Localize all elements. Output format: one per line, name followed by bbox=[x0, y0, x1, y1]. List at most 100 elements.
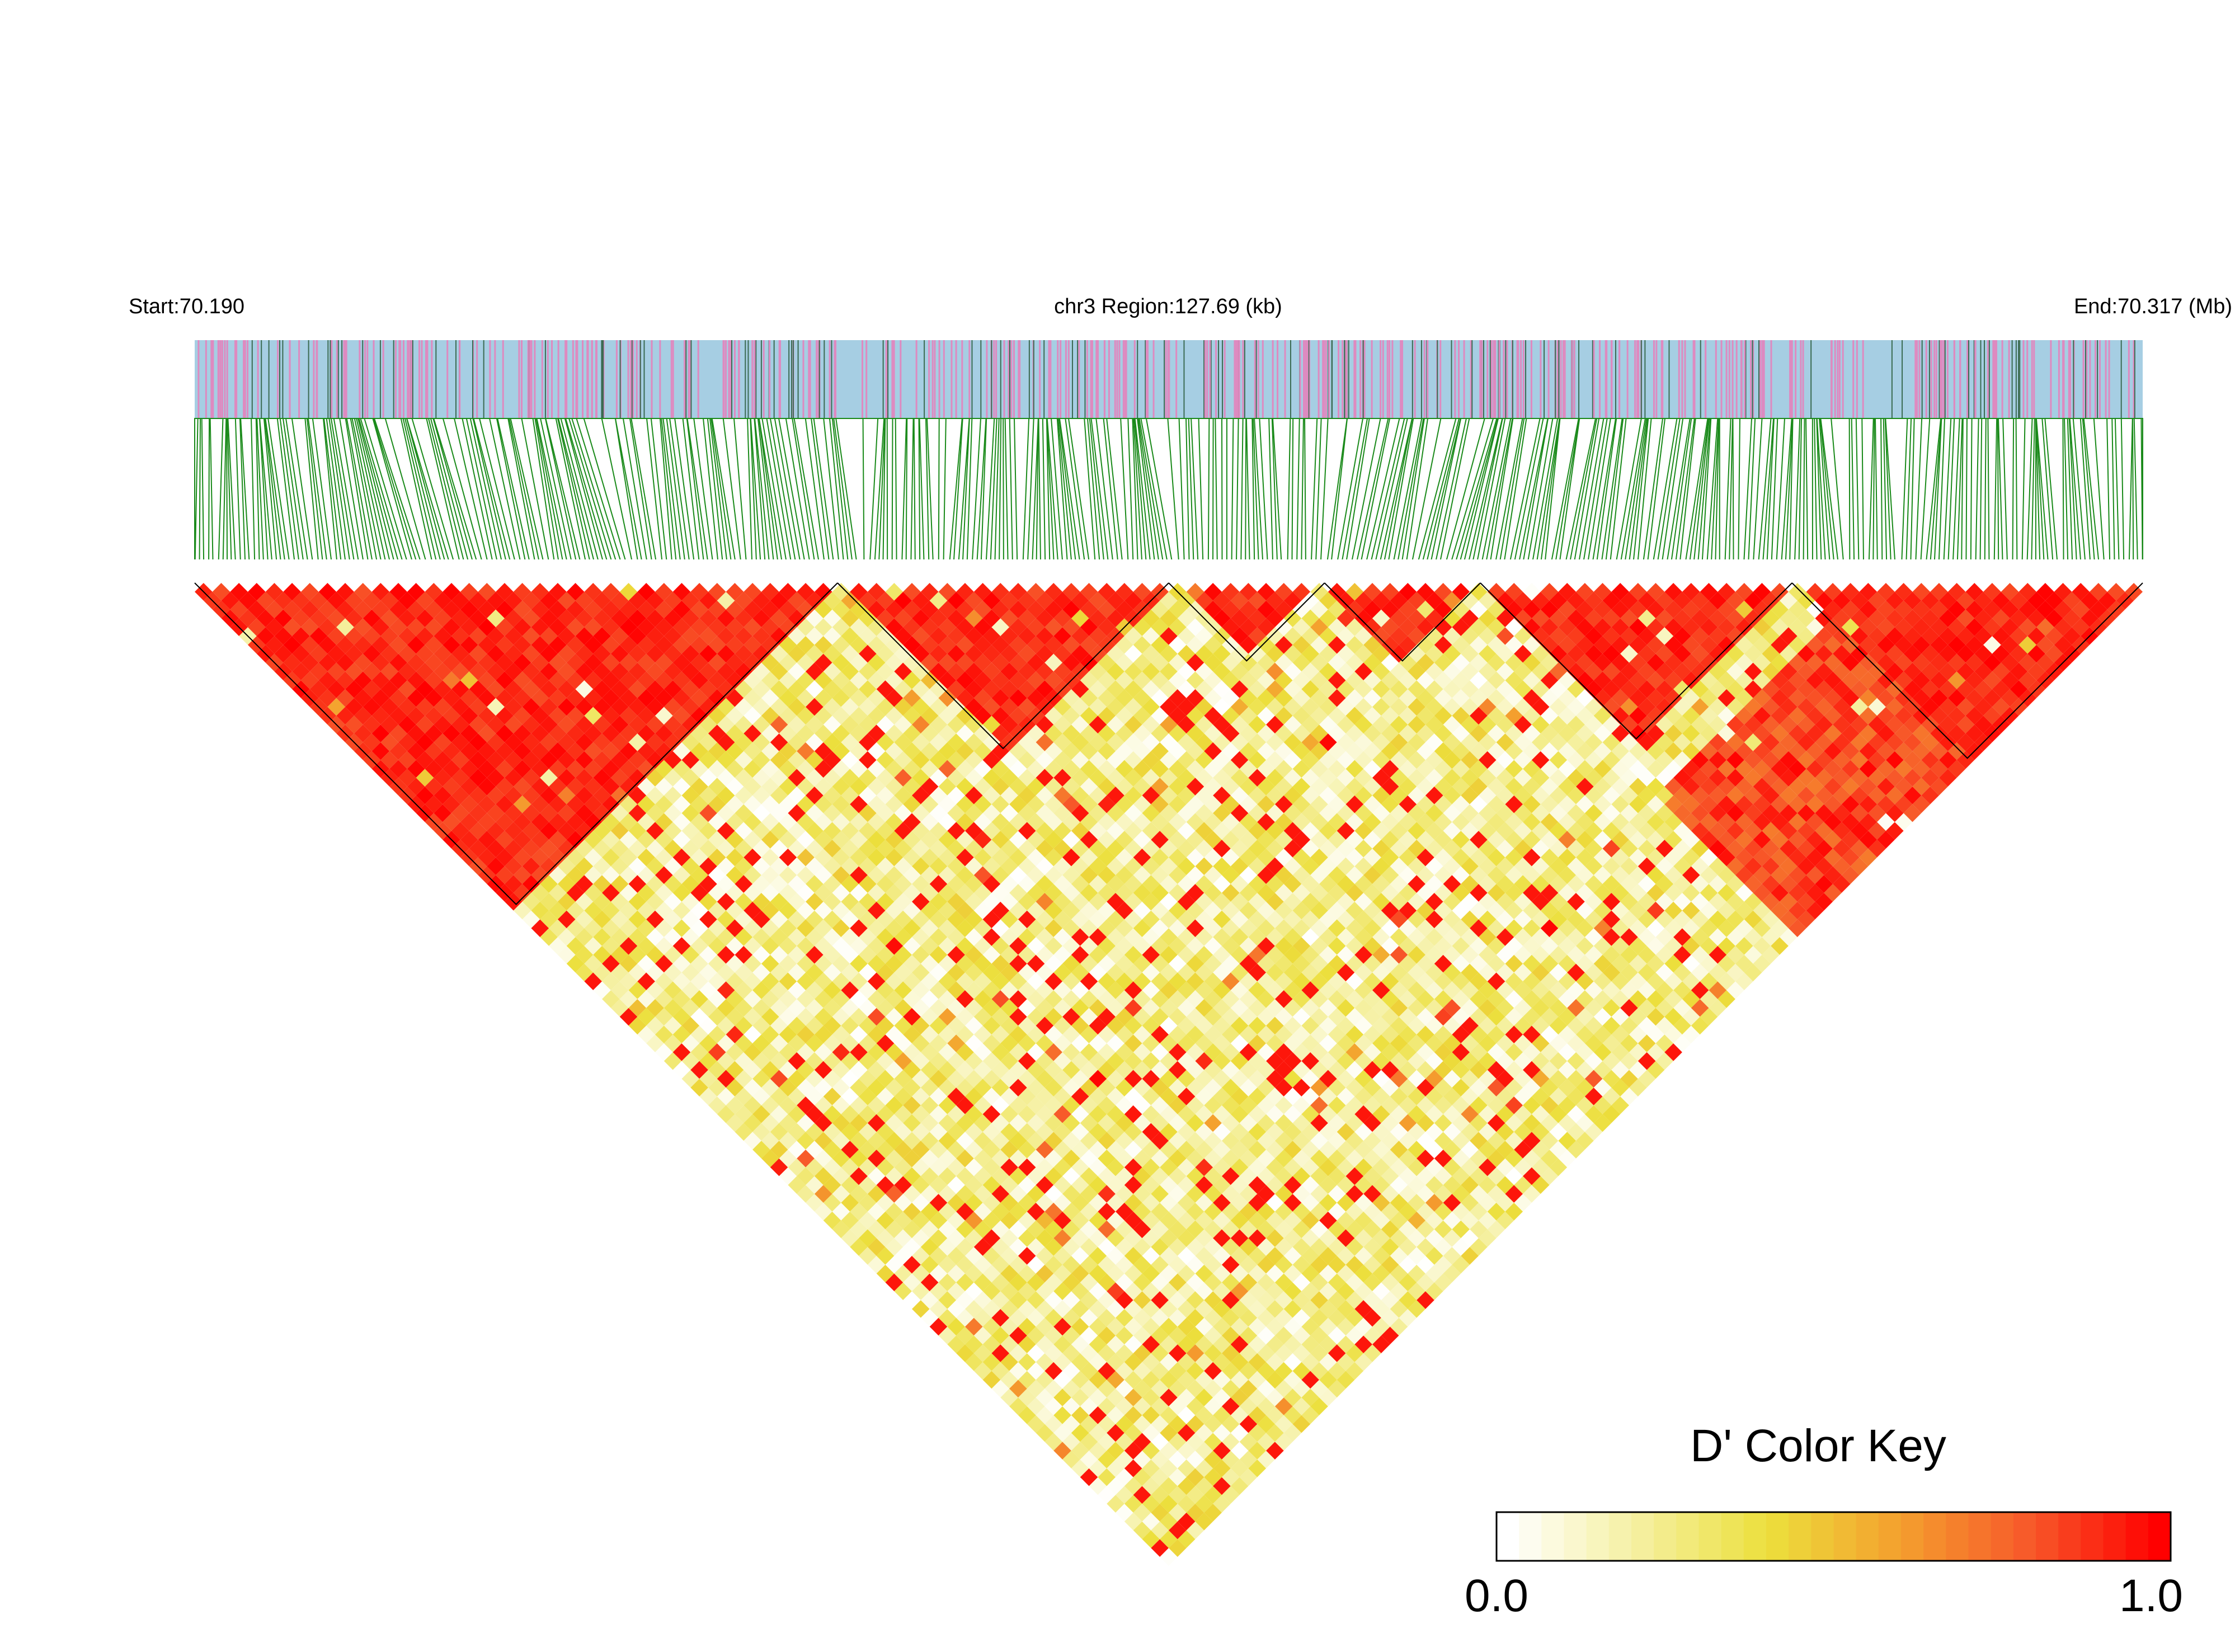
ld-cell bbox=[903, 990, 921, 1008]
ld-cell bbox=[982, 1194, 1001, 1212]
ld-cell bbox=[788, 1123, 806, 1141]
ld-cell bbox=[779, 813, 797, 831]
connector-line bbox=[479, 418, 521, 582]
ld-cell bbox=[460, 707, 478, 725]
ld-cell bbox=[1107, 1424, 1124, 1442]
ld-cell bbox=[920, 919, 939, 938]
ld-cell bbox=[814, 1079, 832, 1096]
ld-cell bbox=[1036, 1335, 1054, 1353]
ld-cell bbox=[504, 857, 523, 876]
ld-cell bbox=[823, 1034, 841, 1052]
ld-cell bbox=[416, 591, 434, 610]
ld-cell bbox=[867, 884, 886, 902]
ld-cell bbox=[469, 627, 487, 645]
connector-line bbox=[1742, 418, 1753, 582]
ld-cell bbox=[354, 653, 372, 672]
connector-line bbox=[1137, 418, 1163, 582]
connector-line bbox=[1974, 418, 1979, 582]
ld-cell bbox=[566, 866, 585, 884]
ld-cell bbox=[416, 698, 434, 716]
ld-cell bbox=[903, 813, 921, 831]
ld-cell bbox=[1213, 1194, 1231, 1212]
ld-cell bbox=[247, 618, 266, 636]
connector-line bbox=[1188, 418, 1195, 582]
ld-cell bbox=[681, 999, 700, 1017]
ld-cell bbox=[823, 1158, 841, 1176]
end-label: End:70.317 (Mb) bbox=[2074, 295, 2232, 318]
ld-cell bbox=[770, 1052, 788, 1070]
ld-cell bbox=[1000, 1300, 1018, 1318]
ld-cell bbox=[797, 866, 815, 884]
ld-cell bbox=[761, 1096, 779, 1114]
ld-cell bbox=[1098, 1433, 1116, 1451]
ld-cell bbox=[1266, 1353, 1284, 1371]
ld-cell bbox=[522, 698, 540, 716]
ld-cell bbox=[797, 937, 815, 955]
ld-cell bbox=[867, 1061, 886, 1079]
connector-line bbox=[1612, 418, 1642, 582]
ld-cell bbox=[894, 1247, 912, 1265]
ld-cell bbox=[1036, 1211, 1054, 1230]
connector-line bbox=[813, 418, 837, 582]
ld-cell bbox=[496, 795, 514, 813]
ld-cell bbox=[416, 644, 434, 663]
ld-cell bbox=[823, 857, 841, 876]
ld-cell bbox=[850, 1238, 868, 1256]
ld-cell bbox=[1195, 1406, 1213, 1424]
ld-cell bbox=[850, 1025, 868, 1044]
ld-cell bbox=[557, 662, 576, 681]
ld-cell bbox=[451, 591, 469, 610]
ld-cell bbox=[398, 698, 416, 716]
ld-cell bbox=[1036, 1317, 1054, 1336]
ld-cell bbox=[779, 866, 797, 884]
ld-cell bbox=[859, 1247, 877, 1265]
ld-cell bbox=[867, 848, 886, 867]
ld-cell bbox=[850, 1149, 868, 1168]
ld-cell bbox=[1354, 1247, 1373, 1265]
ld-cell bbox=[761, 1132, 779, 1150]
connector-line bbox=[1672, 418, 1695, 582]
ld-cell bbox=[726, 866, 744, 884]
connector-line bbox=[1251, 418, 1255, 582]
ld-cell bbox=[1248, 1442, 1267, 1460]
ld-cell bbox=[956, 1255, 974, 1274]
ld-cell bbox=[1133, 1451, 1151, 1469]
ld-cell bbox=[1230, 1371, 1249, 1389]
ld-cell bbox=[398, 769, 416, 787]
connector-line bbox=[1705, 418, 1719, 582]
ld-cell bbox=[664, 875, 682, 893]
ld-cell bbox=[1116, 1326, 1133, 1345]
ld-cell bbox=[1116, 1415, 1133, 1433]
ld-cell bbox=[752, 1105, 770, 1123]
ld-cell bbox=[859, 1105, 877, 1123]
ld-cell bbox=[1098, 1202, 1116, 1221]
connector-line bbox=[1579, 418, 1608, 582]
connector-line bbox=[267, 418, 293, 582]
ld-cell bbox=[920, 1114, 939, 1132]
connector-line bbox=[1132, 418, 1139, 582]
ld-cell bbox=[371, 742, 390, 760]
ld-cell bbox=[1098, 1149, 1116, 1168]
ld-cell bbox=[469, 787, 487, 804]
ld-cell bbox=[1177, 1176, 1196, 1194]
ld-cell bbox=[531, 866, 549, 884]
ld-cell bbox=[1027, 1149, 1045, 1168]
ld-cell bbox=[770, 857, 788, 876]
ld-cell bbox=[1080, 1344, 1098, 1362]
ld-cell bbox=[1036, 1264, 1054, 1283]
ld-cell bbox=[947, 1158, 965, 1176]
ld-cell bbox=[478, 618, 496, 636]
ld-cell bbox=[850, 1167, 868, 1185]
connector-line bbox=[251, 418, 256, 582]
connector-line bbox=[222, 418, 227, 582]
connector-line bbox=[666, 418, 688, 582]
ld-cell bbox=[832, 1043, 850, 1061]
ld-cell bbox=[1107, 1442, 1124, 1460]
ld-cell bbox=[1124, 1229, 1142, 1248]
connector-line bbox=[1775, 418, 1785, 582]
ld-cell bbox=[699, 1052, 717, 1070]
ld-cell bbox=[522, 609, 540, 628]
ld-cell bbox=[1248, 1300, 1267, 1318]
ld-cell bbox=[814, 1025, 832, 1044]
ld-cell bbox=[1177, 1371, 1196, 1389]
